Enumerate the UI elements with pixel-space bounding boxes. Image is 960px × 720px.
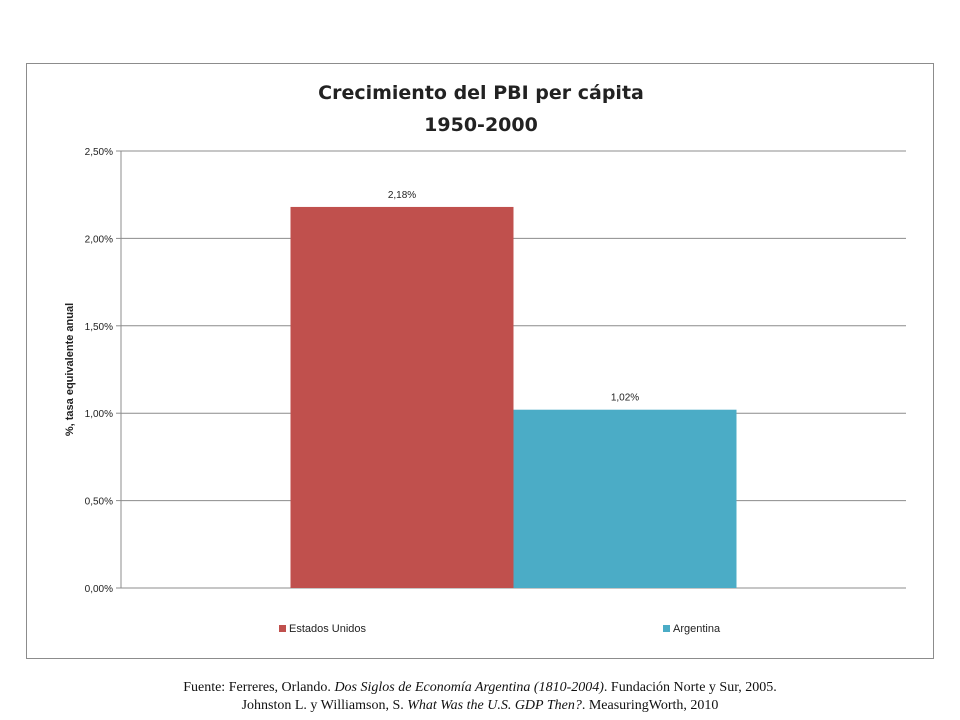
y-tick-label: 2,00% xyxy=(85,234,113,245)
source-1-title: Dos Siglos de Economía Argentina (1810-2… xyxy=(334,680,604,695)
y-tick-label: 2,50% xyxy=(85,147,113,158)
y-tick-label: 0,50% xyxy=(85,497,113,508)
chart-subtitle: 1950-2000 xyxy=(424,114,538,136)
bar-estados-unidos xyxy=(290,206,514,588)
source-1-prefix: Fuente: Ferreres, Orlando. xyxy=(183,680,335,695)
y-tick-label: 1,50% xyxy=(85,322,113,333)
source-2-title: What Was the U.S. GDP Then? xyxy=(407,698,582,713)
data-label: 2,18% xyxy=(388,190,416,201)
y-tick-label: 1,00% xyxy=(85,409,113,420)
chart-frame: Crecimiento del PBI per cápita 1950-2000… xyxy=(26,63,934,659)
source-line-2: Johnston L. y Williamson, S. What Was th… xyxy=(0,697,960,715)
legend-label: Estados Unidos xyxy=(289,623,367,635)
source-2-suffix: . MeasuringWorth, 2010 xyxy=(581,698,719,713)
source-2-prefix: Johnston L. y Williamson, S. xyxy=(241,698,408,713)
source-1-suffix: . Fundación Norte y Sur, 2005. xyxy=(603,680,777,695)
y-axis-label: %, tasa equivalente anual xyxy=(64,303,76,436)
data-label: 1,02% xyxy=(611,393,639,404)
bar-chart: 0,00% 0,50% 1,00% 1,50% 2,00% 2,50% %, tasa eq… xyxy=(64,147,906,635)
legend-swatch xyxy=(279,625,286,632)
source-line-1: Fuente: Ferreres, Orlando. Dos Siglos de… xyxy=(0,679,960,697)
legend-swatch xyxy=(663,625,670,632)
bar-argentina xyxy=(513,409,737,588)
legend-label: Argentina xyxy=(673,623,721,635)
y-tick-label: 0,00% xyxy=(85,584,113,595)
chart-title: Crecimiento del PBI per cápita xyxy=(318,82,644,104)
